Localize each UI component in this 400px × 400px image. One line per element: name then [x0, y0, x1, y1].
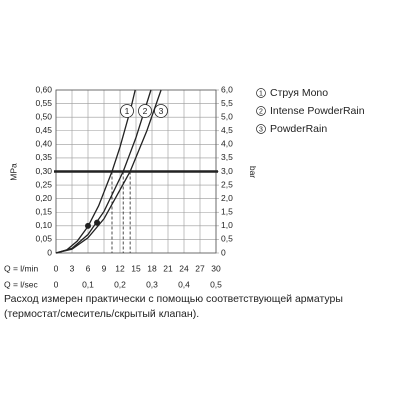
y2-tick-label: 2,5 — [221, 179, 233, 189]
y-tick-label: 0,15 — [35, 207, 52, 217]
legend-label: Intense PowderRain — [270, 105, 365, 117]
x2-tick-label: 0,4 — [178, 279, 190, 289]
y2-tick-label: 5,0 — [221, 111, 233, 121]
marker — [94, 219, 101, 226]
legend-tag-label: 2 — [259, 108, 263, 115]
y-tick-label: 0,20 — [35, 193, 52, 203]
y-tick-label: 0,30 — [35, 166, 52, 176]
y2-tick-label: 1,5 — [221, 207, 233, 217]
x-tick-label: 9 — [102, 263, 107, 273]
x2-tick-label: 0,5 — [210, 279, 222, 289]
curve-tag-label: 3 — [159, 106, 164, 116]
x2-tick-label: 0 — [54, 279, 59, 289]
curve-tag — [154, 104, 168, 118]
y-tick-label: 0,40 — [35, 139, 52, 149]
legend-tag-label: 1 — [259, 90, 263, 97]
x-tick-label: 15 — [131, 263, 141, 273]
y-tick-label: 0,55 — [35, 98, 52, 108]
footnote: Расход измерен практически с помощью соо… — [4, 293, 343, 320]
curve — [55, 89, 136, 254]
x2-tick-label: 0,2 — [114, 279, 126, 289]
marker — [85, 222, 91, 229]
legend-tag — [256, 106, 266, 116]
curve-tag-label: 2 — [143, 106, 148, 116]
x-tick-label: 24 — [179, 263, 189, 273]
y-tick-label: 0,45 — [35, 125, 52, 135]
curve-tag — [138, 104, 152, 118]
legend-tag — [256, 124, 266, 134]
x2-axis-title: Q = l/sec — [4, 279, 39, 289]
y2-tick-label: 2,0 — [221, 193, 233, 203]
y2-tick-label: 0,5 — [221, 234, 233, 244]
chart: MPa bar Q = l/min Q = l/sec 00,050,100,1… — [4, 84, 365, 289]
curve-tag-label: 1 — [125, 106, 130, 116]
y-axis-title: MPa — [8, 163, 18, 181]
x2-tick-label: 0,3 — [146, 279, 158, 289]
y2-axis-title: bar — [248, 166, 258, 178]
y2-tick-label: 4,0 — [221, 139, 233, 149]
legend-label: Струя Mono — [270, 87, 328, 99]
legend-tag-label: 3 — [259, 126, 263, 133]
curve-tag — [120, 104, 134, 118]
legend-tag — [256, 88, 266, 98]
x2-tick-label: 0,1 — [82, 279, 94, 289]
y-tick-label: 0,35 — [35, 152, 52, 162]
y-tick-label: 0,50 — [35, 111, 52, 121]
x-tick-label: 27 — [195, 263, 205, 273]
y2-tick-label: 4,5 — [221, 125, 233, 135]
legend-label: PowderRain — [270, 123, 327, 135]
y-tick-label: 0,60 — [35, 84, 52, 94]
y-tick-label: 0,10 — [35, 220, 52, 230]
x-tick-label: 6 — [86, 263, 91, 273]
x-tick-label: 30 — [211, 263, 221, 273]
y2-tick-label: 0 — [221, 247, 226, 257]
y-tick-label: 0 — [47, 247, 52, 257]
y-tick-label: 0,25 — [35, 179, 52, 189]
y2-tick-label: 3,0 — [221, 166, 233, 176]
y2-tick-label: 3,5 — [221, 152, 233, 162]
x-tick-label: 18 — [147, 263, 157, 273]
x-axis-title: Q = l/min — [4, 263, 39, 273]
y-tick-label: 0,05 — [35, 234, 52, 244]
x-tick-label: 3 — [70, 263, 75, 273]
x-tick-label: 21 — [163, 263, 173, 273]
x-tick-label: 0 — [54, 263, 59, 273]
x-tick-label: 12 — [115, 263, 125, 273]
y2-tick-label: 5,5 — [221, 98, 233, 108]
y2-tick-label: 1,0 — [221, 220, 233, 230]
curve — [55, 89, 152, 254]
y2-tick-label: 6,0 — [221, 84, 233, 94]
curve — [55, 89, 162, 254]
